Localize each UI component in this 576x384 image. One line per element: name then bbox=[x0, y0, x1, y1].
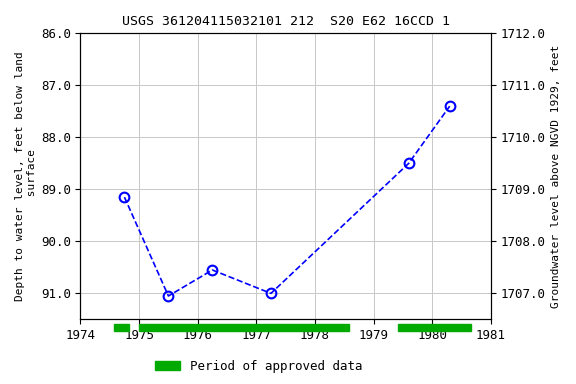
Y-axis label: Depth to water level, feet below land
 surface: Depth to water level, feet below land su… bbox=[15, 51, 37, 301]
Bar bbox=[398, 324, 471, 331]
Bar bbox=[115, 324, 129, 331]
Legend: Period of approved data: Period of approved data bbox=[150, 355, 368, 378]
Bar bbox=[139, 324, 349, 331]
Y-axis label: Groundwater level above NGVD 1929, feet: Groundwater level above NGVD 1929, feet bbox=[551, 45, 561, 308]
Title: USGS 361204115032101 212  S20 E62 16CCD 1: USGS 361204115032101 212 S20 E62 16CCD 1 bbox=[122, 15, 450, 28]
